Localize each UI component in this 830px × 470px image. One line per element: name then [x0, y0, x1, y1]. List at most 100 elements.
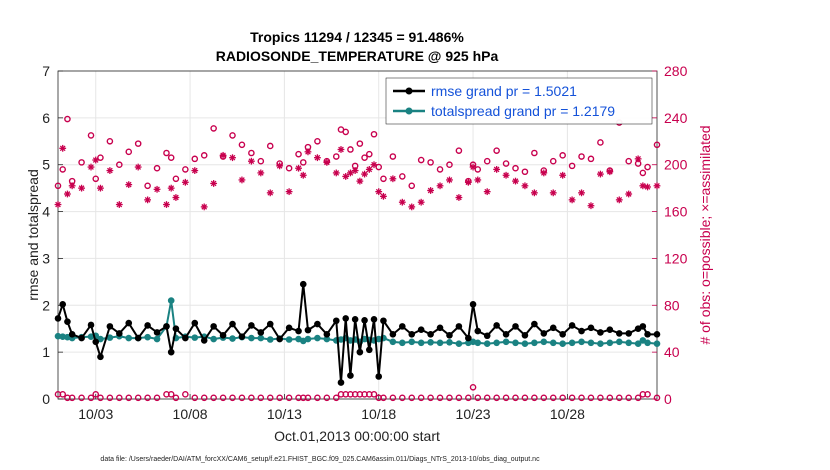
obs-assimilated-point — [380, 192, 387, 200]
rmse-point — [332, 317, 340, 325]
obs-possible-point — [427, 394, 434, 402]
rmse-point — [375, 373, 383, 380]
footnote: data file: /Users/raeder/DAI/ATM_forcXX/… — [100, 456, 540, 463]
obs-possible-point — [597, 394, 604, 402]
obs-assimilated-point — [276, 162, 284, 170]
totalspread-point — [153, 335, 161, 343]
obs-possible-point — [172, 175, 180, 183]
obs-possible-point — [219, 394, 227, 402]
obs-possible-point — [59, 391, 67, 398]
totalspread-point — [625, 339, 633, 347]
totalspread-point — [323, 335, 331, 343]
obs-assimilated-point — [54, 201, 62, 208]
obs-possible-point — [54, 182, 62, 190]
legend-box — [385, 77, 653, 125]
rmse-point — [219, 331, 227, 339]
rmse-point — [144, 322, 151, 329]
obs-possible-point — [644, 163, 651, 171]
obs-possible-point — [512, 164, 519, 172]
obs-possible-point — [653, 141, 661, 149]
rmse-point — [365, 346, 373, 354]
rmse-point — [134, 334, 142, 342]
obs-possible-point — [512, 394, 519, 402]
obs-possible-point — [361, 154, 368, 161]
obs-assimilated-point — [483, 188, 491, 196]
obs-assimilated-point — [229, 154, 236, 162]
obs-assimilated-point — [474, 176, 482, 184]
legend-rmse-label: rmse grand pr = 1.5021 — [431, 83, 577, 99]
obs-possible-point — [106, 394, 114, 402]
totalspread-point — [436, 339, 444, 347]
obs-assimilated-point — [210, 180, 218, 187]
obs-possible-point — [455, 394, 463, 402]
totalspread-point — [578, 338, 585, 346]
obs-assimilated-point — [540, 169, 548, 177]
totalspread-point — [559, 340, 566, 348]
obs-assimilated-point — [191, 167, 199, 174]
rmse-point — [97, 353, 104, 361]
obs-assimilated-point — [530, 189, 538, 197]
y-tick-label: 1 — [42, 344, 50, 360]
rmse-point — [304, 326, 312, 334]
rmse-point — [248, 322, 255, 329]
obs-possible-point — [399, 394, 406, 402]
obs-possible-point — [314, 394, 321, 402]
rmse-point — [380, 317, 387, 325]
obs-assimilated-point — [606, 168, 614, 176]
obs-assimilated-point — [615, 196, 623, 204]
obs-possible-point — [483, 157, 491, 165]
obs-possible-point — [436, 166, 444, 173]
y2-tick-label: 280 — [664, 63, 688, 79]
obs-possible-point — [436, 394, 444, 402]
obs-assimilated-point — [337, 146, 345, 153]
obs-possible-point — [389, 394, 397, 402]
obs-possible-point — [144, 394, 151, 402]
obs-possible-point — [559, 394, 566, 402]
obs-possible-point — [59, 166, 67, 173]
obs-possible-point — [653, 394, 661, 402]
obs-assimilated-point — [361, 170, 368, 178]
rmse-point — [417, 326, 425, 333]
obs-possible-point — [634, 394, 642, 402]
rmse-point — [182, 334, 189, 342]
obs-assimilated-point — [351, 167, 359, 174]
rmse-point — [474, 327, 482, 335]
obs-possible-point — [342, 128, 350, 136]
rmse-point — [172, 325, 180, 333]
totalspread-point — [427, 339, 434, 346]
totalspread-point — [266, 336, 274, 343]
totalspread-point — [389, 338, 397, 346]
obs-possible-point — [172, 394, 180, 402]
x-axis-label: Oct.01,2013 00:00:00 start — [274, 428, 440, 444]
obs-assimilated-point — [219, 151, 227, 159]
rmse-point — [229, 320, 236, 328]
obs-possible-point — [502, 160, 510, 167]
obs-possible-point — [365, 150, 373, 158]
y2-tick-label: 240 — [664, 110, 688, 126]
totalspread-point — [597, 340, 604, 348]
obs-possible-point — [134, 140, 142, 147]
obs-possible-point — [266, 394, 274, 402]
obs-possible-point — [191, 394, 199, 402]
obs-assimilated-point — [568, 196, 576, 204]
obs-possible-point — [182, 166, 189, 173]
totalspread-point — [606, 339, 614, 347]
obs-possible-point — [578, 153, 585, 160]
rmse-point — [446, 331, 453, 339]
obs-possible-point — [380, 394, 387, 402]
y2-tick-label: 0 — [664, 391, 672, 407]
obs-possible-point — [304, 394, 312, 402]
totalspread-point — [521, 340, 529, 348]
obs-possible-point — [606, 394, 614, 402]
obs-possible-point — [483, 394, 491, 402]
obs-assimilated-point — [521, 182, 529, 190]
totalspread-point — [106, 334, 114, 341]
obs-possible-point — [295, 150, 302, 158]
rmse-point — [606, 326, 614, 333]
obs-possible-point — [615, 394, 623, 402]
totalspread-point — [502, 338, 510, 346]
obs-possible-point — [87, 132, 95, 139]
chart-title: Tropics 11294 / 12345 = 91.486% — [250, 29, 464, 45]
obs-possible-point — [323, 394, 331, 402]
obs-possible-point — [465, 394, 472, 402]
